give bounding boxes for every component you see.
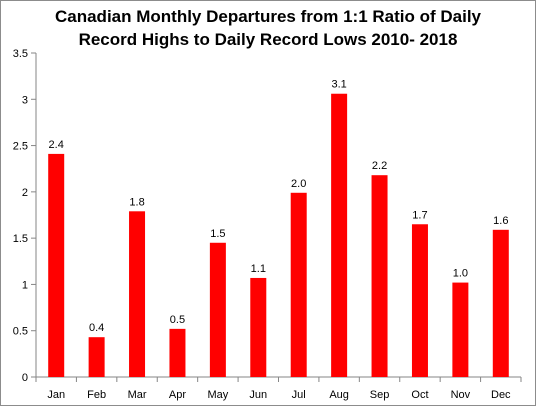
data-label: 1.8	[129, 196, 144, 208]
bar-dec	[492, 229, 509, 377]
bar-apr	[169, 328, 186, 377]
x-tick-label: Feb	[87, 389, 106, 401]
x-tick-label: Apr	[169, 389, 186, 401]
data-label: 1.1	[251, 263, 266, 275]
chart-title: Canadian Monthly Departures from 1:1 Rat…	[0, 5, 536, 51]
data-label: 3.1	[331, 79, 346, 91]
chart-title-line-2: Record Highs to Daily Record Lows 2010- …	[78, 30, 458, 49]
data-label: 1.7	[412, 209, 427, 221]
bar-jan	[48, 153, 65, 377]
y-tick-label: 3.5	[13, 48, 28, 60]
bar-jun	[250, 277, 267, 377]
bar-oct	[411, 224, 428, 377]
data-label: 1.5	[210, 228, 225, 240]
x-tick-label: Sep	[370, 389, 390, 401]
chart-title-line-1: Canadian Monthly Departures from 1:1 Rat…	[54, 7, 481, 26]
data-label: 1.6	[493, 215, 508, 227]
x-tick-label: Jun	[249, 389, 267, 401]
x-tick-label: May	[207, 389, 228, 401]
data-label: 1.0	[453, 268, 468, 280]
bar-sep	[371, 175, 388, 377]
bar-jul	[290, 192, 307, 377]
x-tick-label: Jul	[292, 389, 306, 401]
x-tick-label: Dec	[491, 389, 511, 401]
y-tick-label: 2	[22, 187, 28, 199]
x-tick-label: Oct	[411, 389, 428, 401]
y-tick-label: 1	[22, 279, 28, 291]
bar-may	[209, 242, 226, 377]
bar-nov	[452, 282, 469, 377]
data-label: 2.0	[291, 178, 306, 190]
y-tick-label: 3	[22, 94, 28, 106]
bar-aug	[331, 93, 348, 377]
x-tick-label: Aug	[329, 389, 349, 401]
data-label: 0.4	[89, 322, 104, 334]
y-tick-label: 0.5	[13, 326, 28, 338]
y-tick-label: 2.5	[13, 141, 28, 153]
x-tick-label: Nov	[451, 389, 471, 401]
data-label: 2.4	[49, 139, 64, 151]
y-tick-label: 1.5	[13, 233, 28, 245]
x-tick-label: Jan	[47, 389, 65, 401]
bar-mar	[129, 211, 146, 377]
data-label: 0.5	[170, 314, 185, 326]
bar-feb	[88, 337, 105, 377]
x-tick-label: Mar	[128, 389, 147, 401]
data-label: 2.2	[372, 160, 387, 172]
y-tick-label: 0	[22, 372, 28, 384]
